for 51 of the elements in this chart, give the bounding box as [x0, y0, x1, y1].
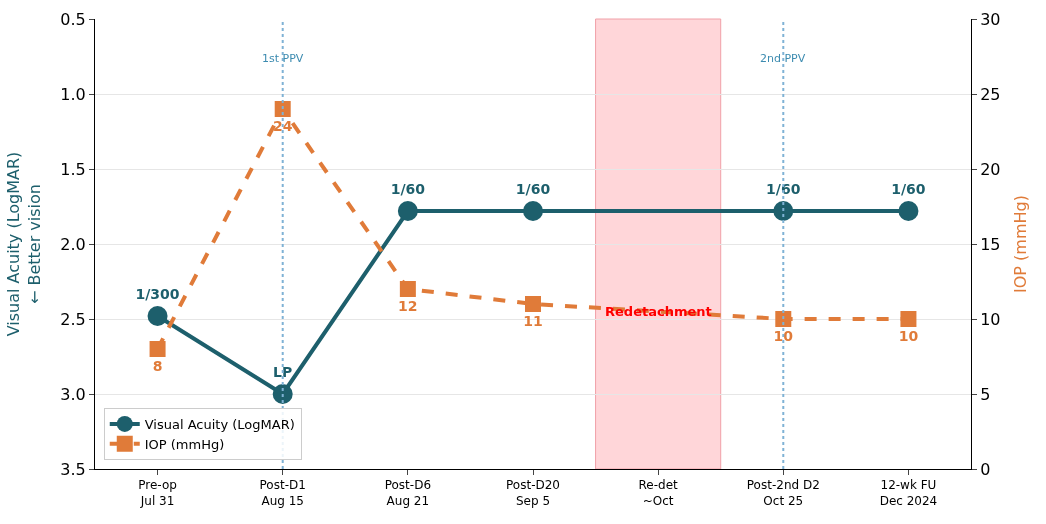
x-tick-label: Post-D6 Aug 21 — [384, 478, 432, 508]
x-tick-label: Post-2nd D2 Oct 25 — [746, 478, 820, 508]
data-label: 1/60 — [515, 181, 551, 197]
y-tick-label: 3.5 — [60, 459, 86, 479]
y2-tick-label: 5 — [980, 384, 991, 404]
point — [147, 306, 168, 326]
y-tick-label: 3.0 — [60, 384, 86, 404]
data-label: 10 — [898, 327, 919, 344]
data-label: 24 — [272, 117, 293, 134]
point — [898, 201, 919, 221]
data-label: 11 — [523, 312, 543, 329]
data-label: 12 — [398, 297, 418, 314]
y-tick-label: 1.5 — [60, 159, 86, 179]
point — [525, 296, 541, 312]
legend-label: IOP (mmHg) — [144, 436, 225, 452]
x-tick-label: Re-det ~Oct — [638, 478, 679, 508]
data-label: 10 — [773, 327, 794, 344]
legend-label: Visual Acuity (LogMAR) — [144, 417, 295, 433]
y2-tick-label: 30 — [980, 9, 1001, 29]
ref-line-label: 2nd PPV — [760, 52, 806, 65]
y-tick-label: 0.5 — [60, 9, 86, 29]
point — [900, 311, 917, 327]
y2-tick-label: 10 — [980, 309, 1001, 329]
x-tick-label: Pre-op Jul 31 — [138, 478, 177, 508]
point — [523, 201, 543, 221]
y2-tick-label: 15 — [980, 234, 1001, 254]
data-label: 1/60 — [390, 181, 426, 197]
y2-tick-label: 20 — [980, 159, 1001, 179]
data-label: LP — [273, 364, 293, 380]
data-label: 1/60 — [766, 181, 801, 197]
point — [773, 201, 794, 221]
data-label: 1/300 — [135, 286, 180, 302]
y2-tick-label: 25 — [980, 84, 1001, 104]
ref-line-label: 1st PPV — [262, 52, 304, 65]
y2-axis-title: IOP (mmHg) — [1011, 195, 1031, 293]
data-label: 8 — [152, 357, 163, 374]
point — [149, 341, 166, 357]
y-axis-title: Visual Acuity (LogMAR) ← Better vision — [4, 151, 45, 337]
y-tick-label: 1.0 — [60, 84, 86, 104]
point — [775, 311, 792, 327]
y-tick-label: 2.0 — [60, 234, 86, 254]
x-tick-label: 12-wk FU Dec 2024 — [879, 478, 938, 508]
y-tick-label: 2.5 — [60, 309, 86, 329]
data-label: 1/60 — [891, 181, 926, 197]
point — [397, 201, 418, 221]
point — [274, 101, 291, 117]
y2-tick-label: 0 — [980, 459, 991, 479]
point — [272, 384, 293, 404]
point — [399, 281, 416, 297]
x-tick-label: Post-D1 Aug 15 — [259, 478, 306, 508]
x-tick-label: Post-D20 Sep 5 — [506, 478, 560, 508]
